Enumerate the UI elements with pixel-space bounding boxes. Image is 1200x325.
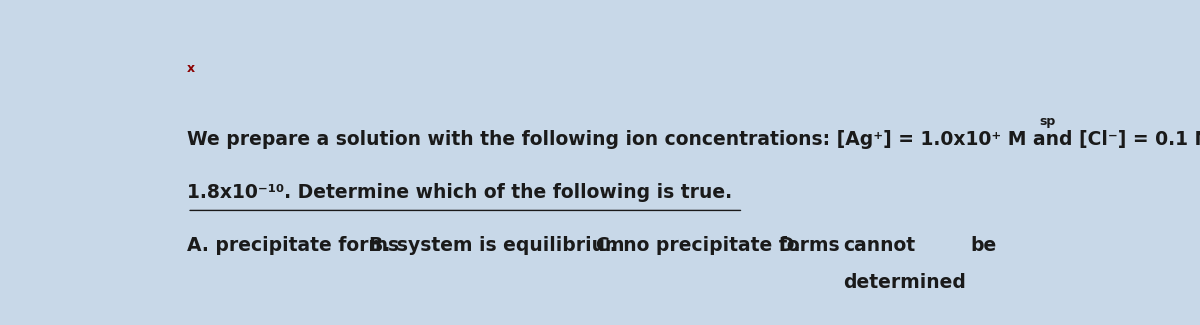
Text: D.: D. [778, 236, 800, 255]
Text: determined: determined [842, 274, 966, 292]
Text: 1.8x10⁻¹⁰. Determine which of the following is true.: 1.8x10⁻¹⁰. Determine which of the follow… [187, 183, 732, 202]
Text: cannot: cannot [842, 236, 914, 255]
Text: B. system is equilibrium: B. system is equilibrium [368, 236, 624, 255]
Text: We prepare a solution with the following ion concentrations: [Ag⁺] = 1.0x10⁺ M a: We prepare a solution with the following… [187, 130, 1200, 149]
Text: C. no precipitate forms: C. no precipitate forms [596, 236, 840, 255]
Text: be: be [971, 236, 996, 255]
Text: A. precipitate forms: A. precipitate forms [187, 236, 400, 255]
Text: x: x [187, 61, 196, 74]
Text: sp: sp [1039, 115, 1055, 128]
